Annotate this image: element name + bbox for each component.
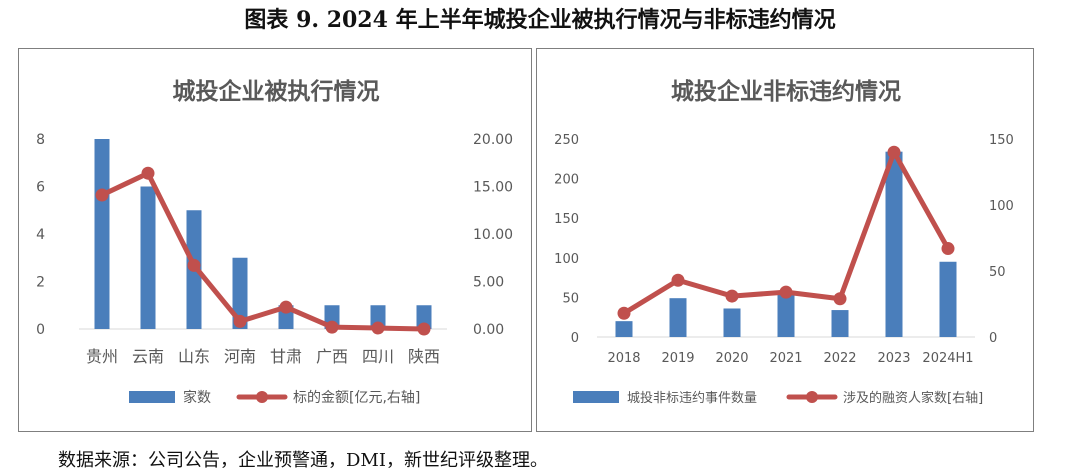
bar [885,151,903,337]
line-point [887,145,901,159]
legend-bar-label: 家数 [183,389,211,406]
line-point [325,320,339,334]
line-point [671,273,685,287]
chart-panel-nonstandard-default: 城投企业非标违约情况 0 50 100 150 200 250 0 50 100 150 2018 20… [536,48,1034,432]
x-tick-label: 山东 [178,347,210,366]
x-tick-label: 广西 [316,347,348,366]
y-left-tick-label: 0 [36,322,45,338]
x-tick-label: 陕西 [408,347,440,366]
chart-svg: 城投企业被执行情况 0 2 4 6 8 0.00 5.00 10.00 15.00 20.00 贵州云… [36,78,513,406]
bar [939,261,957,337]
bar [140,186,156,329]
chart-svg: 城投企业非标违约情况 0 50 100 150 200 250 0 50 100 150 2018 20… [554,78,1014,406]
line-point [279,300,293,314]
y-left-tick-label: 0 [571,331,579,346]
figure-title: 图表 9. 2024 年上半年城投企业被执行情况与非标违约情况 [244,7,836,33]
x-tick-label: 云南 [132,347,164,366]
data-source-note: 数据来源：公司公告，企业预警通，DMI，新世纪评级整理。 [58,450,548,471]
bar [416,305,432,329]
x-tick-label: 2022 [823,351,856,366]
x-tick-label: 2021 [769,351,802,366]
line-point [417,322,431,336]
bar [669,298,687,337]
legend-bar-label: 城投非标违约事件数量 [627,390,757,406]
legend-line-label: 标的金额[亿元,右轴] [293,390,420,406]
y-left-tick-label: 4 [36,227,45,243]
x-tick-label: 2024H1 [922,351,973,366]
y-left-tick-label: 2 [36,275,45,291]
y-left-tick-label: 8 [36,132,45,148]
x-tick-label: 2018 [607,351,640,366]
legend-bar-swatch [129,391,175,403]
line-point [95,188,109,202]
y-right-tick-label: 20.00 [473,132,513,148]
y-right-tick-label: 10.00 [473,227,513,243]
chart-title: 城投企业被执行情况 [173,78,380,105]
line-point [941,242,955,256]
y-right-tick-label: 150 [989,133,1014,148]
legend-line-label: 涉及的融资人家数[右轴] [843,390,983,406]
y-left-tick-label: 250 [554,133,579,148]
bar [94,139,110,329]
line-point [779,285,793,299]
chart-panel-enforcement: 城投企业被执行情况 0 2 4 6 8 0.00 5.00 10.00 15.00 20.00 贵州云… [18,48,532,432]
x-tick-label: 贵州 [86,347,118,366]
y-left-tick-label: 150 [554,212,579,227]
line-point [187,258,201,272]
y-right-tick-label: 50 [989,265,1006,280]
bar [615,321,633,337]
legend-bar-swatch [573,391,619,403]
x-tick-label: 四川 [362,347,394,366]
y-right-tick-label: 5.00 [473,275,504,291]
y-right-tick-label: 0 [989,331,997,346]
y-left-tick-label: 6 [36,180,45,196]
line-point [725,289,739,303]
y-right-tick-label: 15.00 [473,180,513,196]
bar [723,308,741,337]
y-left-tick-label: 50 [562,291,579,306]
x-tick-label: 2020 [715,351,748,366]
line-point [371,321,385,335]
bar [831,310,849,337]
y-right-tick-label: 0.00 [473,322,504,338]
chart-title: 城投企业非标违约情况 [671,78,901,105]
x-tick-label: 2019 [661,351,694,366]
line-point [141,166,155,180]
line-point [617,306,631,320]
legend-line-marker [256,391,268,403]
x-tick-label: 2023 [877,351,910,366]
bar [777,293,795,337]
y-left-tick-label: 200 [554,173,579,188]
y-right-tick-label: 100 [989,199,1014,214]
legend-line-marker [806,391,818,403]
line-point [833,292,847,306]
line-point [233,314,247,328]
x-tick-label: 甘肃 [270,347,302,366]
x-tick-label: 河南 [224,347,256,366]
bar [232,257,248,329]
y-left-tick-label: 100 [554,252,579,267]
series-line [99,170,427,332]
